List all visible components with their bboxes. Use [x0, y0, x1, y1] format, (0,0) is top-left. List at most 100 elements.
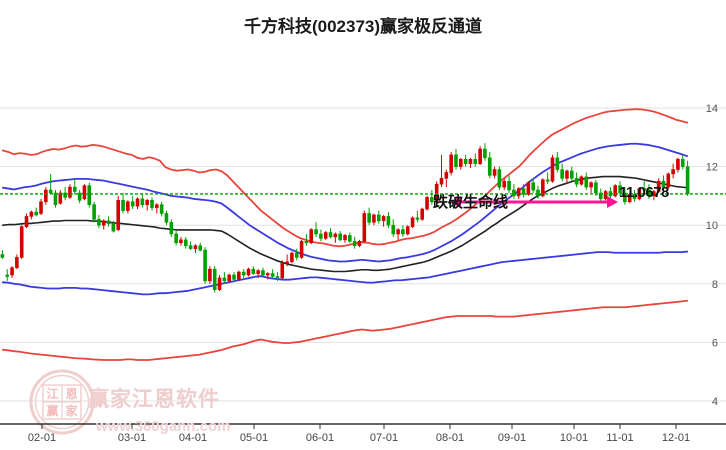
- candle-body: [343, 235, 347, 241]
- candle-body: [309, 229, 314, 244]
- candle-body: [589, 182, 593, 188]
- candle-body: [319, 233, 323, 239]
- seal-character: 家: [65, 403, 78, 418]
- candle-body: [159, 204, 164, 214]
- candle-body: [126, 201, 130, 211]
- candle-body: [77, 192, 82, 201]
- candle-body: [5, 274, 10, 277]
- candle-body: [101, 220, 106, 226]
- band-line: [1, 108, 689, 248]
- candle-body: [53, 192, 58, 205]
- candle-body: [15, 257, 19, 268]
- candle-body: [328, 232, 333, 238]
- candle-body: [290, 252, 294, 263]
- y-tick-label: 10: [706, 220, 718, 232]
- candle-body: [632, 194, 637, 200]
- candle-body: [541, 179, 545, 197]
- y-tick-label: 6: [712, 337, 718, 349]
- candle-body: [68, 186, 72, 198]
- y-tick-label: 14: [706, 103, 718, 115]
- candle-body: [333, 233, 338, 238]
- x-tick-label: 06-01: [306, 432, 334, 444]
- candle-body: [130, 201, 135, 207]
- candle-body: [507, 180, 511, 191]
- arrow-tail-head: [450, 196, 461, 208]
- candle-body: [598, 192, 603, 200]
- x-tick-label: 10-01: [560, 432, 588, 444]
- x-tick-label: 05-01: [240, 432, 268, 444]
- candle-body: [545, 179, 550, 182]
- candle-body: [415, 217, 420, 220]
- candle-body: [145, 199, 149, 205]
- candle-body: [642, 188, 646, 191]
- candle-body: [671, 169, 675, 175]
- candle-body: [405, 226, 410, 235]
- y-tick-label: 8: [712, 279, 718, 291]
- candle-body: [270, 273, 275, 277]
- candle-body: [449, 154, 453, 173]
- candle-body: [555, 157, 560, 170]
- candle-body: [381, 216, 386, 222]
- candle-body: [72, 186, 77, 192]
- candle-body: [492, 169, 497, 176]
- candle-body: [463, 158, 468, 164]
- x-tick-label: 03-01: [118, 432, 146, 444]
- candle-body: [227, 274, 231, 282]
- annotation-life-line-break: 跌破生命线: [433, 194, 509, 211]
- candle-body: [434, 183, 439, 203]
- candle-body: [487, 157, 492, 176]
- candle-body: [24, 216, 29, 227]
- y-tick-label: 4: [712, 396, 718, 408]
- candle-body: [574, 178, 579, 185]
- candle-body: [391, 224, 396, 235]
- x-tick-label: 12-01: [662, 432, 690, 444]
- seal-outer-ring: [29, 369, 95, 435]
- candle-body: [280, 262, 285, 279]
- seal-character: 恩: [65, 386, 77, 401]
- candle-body: [256, 270, 260, 274]
- band-line: [1, 299, 689, 361]
- candle-body: [251, 268, 256, 274]
- candle-body: [304, 241, 309, 244]
- candle-body: [135, 198, 140, 207]
- candle-body: [164, 213, 169, 223]
- watermark-brand-text: 赢家江恩软件: [88, 388, 220, 411]
- candle-body: [314, 229, 318, 235]
- candle-body: [454, 154, 458, 167]
- candle-body: [48, 189, 53, 194]
- candle-body: [526, 182, 531, 195]
- candle-body: [212, 268, 217, 290]
- candle-body: [266, 273, 270, 276]
- candle-body: [155, 204, 159, 208]
- candle-body: [0, 254, 5, 258]
- candle-body: [627, 194, 632, 203]
- candle-body: [121, 199, 125, 211]
- candle-body: [19, 226, 24, 258]
- candle-body: [241, 271, 246, 276]
- page-title: 千方科技(002373)赢家极反通道: [243, 17, 483, 36]
- candle-body: [111, 223, 116, 232]
- x-tick-label: 11-01: [606, 432, 633, 444]
- candle-body: [29, 211, 34, 217]
- x-tick-label: 08-01: [436, 432, 464, 444]
- candle-body: [560, 169, 564, 179]
- candle-body: [203, 249, 207, 282]
- y-axis-ticks: 14 12 10 8 6 4: [706, 103, 718, 408]
- candle-body: [516, 188, 521, 197]
- candle-body: [623, 192, 627, 203]
- candle-body: [338, 233, 342, 241]
- arrow-head: [607, 196, 618, 208]
- candle-body: [536, 189, 540, 197]
- candle-body: [58, 192, 63, 204]
- candle-body: [246, 268, 251, 276]
- candle-body: [468, 158, 473, 164]
- candle-body: [497, 169, 502, 188]
- candle-body: [198, 245, 203, 251]
- candle-body: [685, 166, 690, 195]
- candle-body: [420, 208, 424, 220]
- candle-body: [439, 178, 444, 185]
- candle-body: [594, 182, 598, 194]
- candle-body: [87, 185, 92, 205]
- candle-body: [569, 170, 574, 179]
